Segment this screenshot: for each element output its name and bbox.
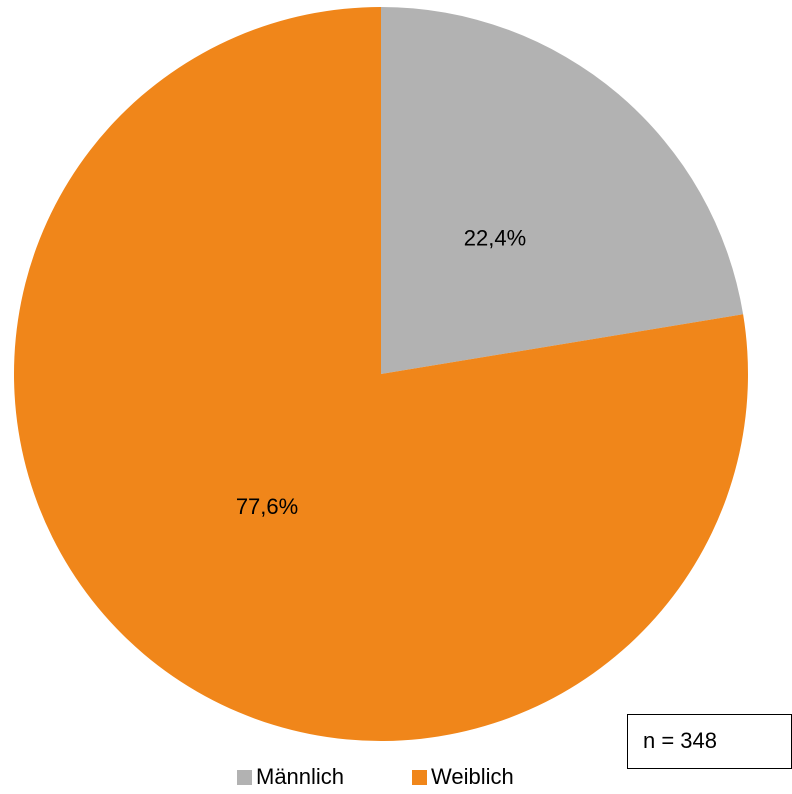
data-label: 77,6%: [236, 494, 298, 519]
data-label: 22,4%: [464, 226, 526, 251]
legend-swatch: [237, 770, 252, 785]
pie-slice: [381, 7, 744, 374]
annotation-box: [627, 714, 792, 769]
legend-label: Weiblich: [431, 764, 514, 789]
pie-slice: [14, 7, 749, 742]
legend-label: Männlich: [256, 764, 344, 789]
annotation: n = 348: [643, 728, 717, 753]
legend-swatch: [412, 770, 427, 785]
